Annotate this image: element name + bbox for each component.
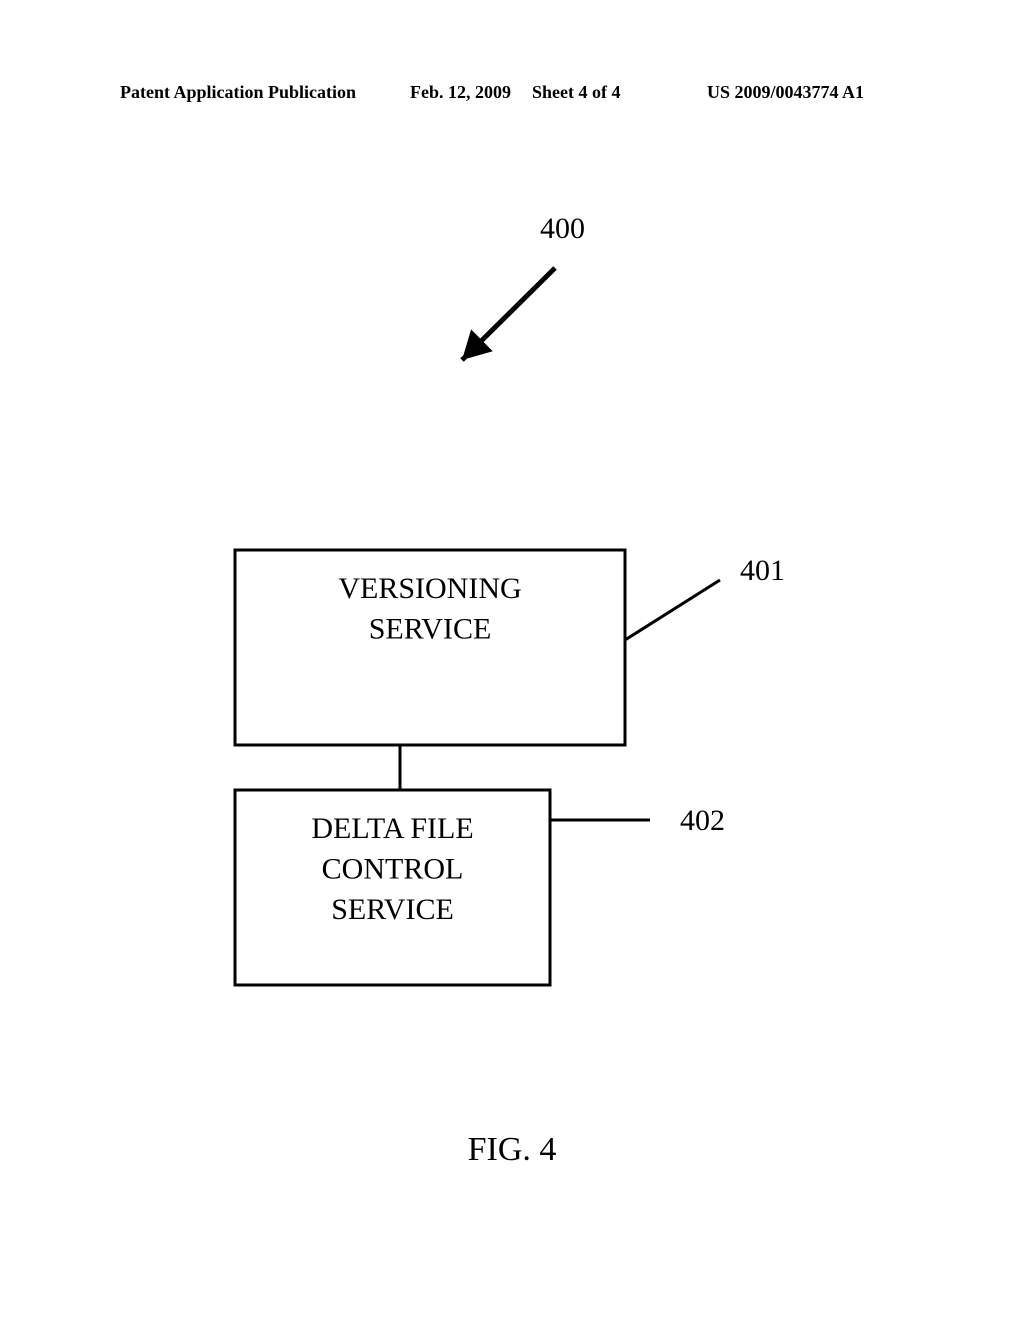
ref-versioning-label: 401 [740, 554, 785, 587]
box-versioning-line-1: SERVICE [369, 613, 492, 646]
box-delta-line-0: DELTA FILE [311, 812, 473, 845]
box-versioning-line-0: VERSIONING [338, 572, 521, 605]
figure-caption: FIG. 4 [468, 1131, 557, 1168]
figure-diagram: 400 VERSIONING SERVICE 401 DELTA FILE CONTROL… [0, 0, 1024, 1320]
page-root: Patent Application Publication Feb. 12, … [0, 0, 1024, 1320]
ref-delta-label: 402 [680, 804, 725, 837]
ref-400-label: 400 [540, 212, 585, 245]
box-delta-line-2: SERVICE [331, 893, 454, 926]
ref-versioning-leader [625, 580, 720, 640]
box-delta-line-1: CONTROL [322, 853, 464, 886]
